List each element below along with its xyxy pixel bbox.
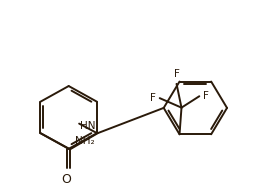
Text: O: O <box>61 173 71 186</box>
Text: F: F <box>150 93 156 103</box>
Text: NH₂: NH₂ <box>74 136 94 146</box>
Text: F: F <box>174 69 179 79</box>
Text: F: F <box>203 91 209 101</box>
Text: HN: HN <box>80 121 96 131</box>
